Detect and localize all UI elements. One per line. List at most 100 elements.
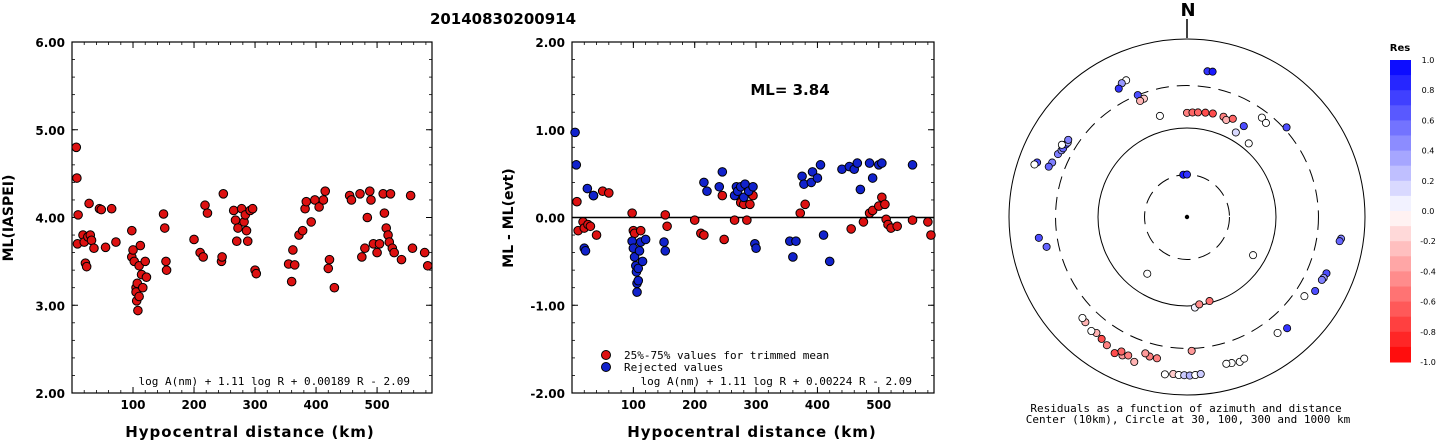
- legend-rejected-label: Rejected values: [624, 361, 723, 374]
- ml-iaspei-point: [230, 215, 241, 225]
- ml-iaspei-point: [247, 203, 258, 214]
- ml-iaspei-point: [422, 260, 433, 271]
- ml-iaspei-point: [141, 272, 152, 282]
- station-point: [1141, 349, 1150, 358]
- ml-iaspei-point: [385, 189, 396, 199]
- colorbar-tick-label: 0.6: [1422, 116, 1435, 125]
- ml-residual-point: [604, 188, 614, 198]
- ml-iaspei-ytick-label: 5.00: [35, 124, 65, 138]
- ml-iaspei-point: [396, 254, 407, 265]
- ml-residual-legend: 25%-75% values for trimmed mean Rejected…: [601, 349, 829, 374]
- colorbar-cell: [1390, 135, 1411, 152]
- ml-iaspei-point: [297, 225, 308, 236]
- station-point: [1317, 275, 1326, 284]
- ml-iaspei-point: [134, 291, 144, 302]
- ml-iaspei-point: [111, 237, 121, 247]
- azimuth-caption-line1: Center (10km), Circle at 30, 100, 300 an…: [1026, 413, 1351, 426]
- station-point: [1117, 347, 1126, 356]
- legend-trimmed-mean-label: 25%-75% values for trimmed mean: [624, 349, 829, 362]
- ml-residual-point: [807, 167, 818, 177]
- ml-iaspei-point: [301, 196, 312, 207]
- station-point: [1034, 233, 1043, 242]
- station-point: [1231, 128, 1240, 137]
- ml-residual-axes: -2.00 -1.00 0.00 1.00 2.00 100 200 300 400 500: [530, 36, 935, 412]
- colorbar-tick-label: 1.0: [1422, 56, 1435, 65]
- ml-residual-point: [634, 246, 645, 256]
- colorbar-tick-label: 0.4: [1422, 147, 1435, 156]
- station-point: [1257, 113, 1266, 122]
- ml-iaspei-ytick-label: 3.00: [35, 299, 65, 313]
- ml-residual-point: [717, 167, 728, 177]
- ml-residual-point: [571, 160, 582, 170]
- colorbar-tick-label: 0.0: [1422, 207, 1435, 216]
- ml-residual-point: [719, 234, 729, 245]
- ml-iaspei-point: [84, 198, 94, 209]
- ml-iaspei-point: [355, 189, 365, 199]
- station-point: [1228, 114, 1237, 123]
- colorbar-cell: [1390, 90, 1411, 106]
- ml-iaspei-point: [346, 195, 357, 205]
- ml-iaspei-point: [200, 200, 210, 211]
- ml-residual-point: [689, 215, 700, 225]
- station-point: [1273, 328, 1282, 337]
- station-point: [1064, 135, 1073, 144]
- colorbar-tick-label: 0.2: [1422, 177, 1435, 186]
- ml-iaspei-point: [374, 239, 385, 249]
- ml-iaspei-point: [366, 195, 376, 205]
- station-point: [1102, 341, 1111, 350]
- ml-residual-point: [662, 221, 672, 232]
- ml-iaspei-point: [372, 247, 382, 258]
- ml-iaspei-point: [364, 186, 375, 196]
- ml-residual-point: [699, 230, 709, 240]
- ml-iaspei-xtick-label: 300: [243, 398, 268, 412]
- ml-residual-xtick-label: 500: [866, 398, 891, 412]
- ml-residual-point: [633, 263, 644, 274]
- station-point: [1249, 251, 1258, 260]
- ml-iaspei-point: [217, 252, 227, 262]
- station-point: [1097, 334, 1106, 343]
- colorbar-cell: [1390, 241, 1411, 257]
- ml-iaspei-ytick-label: 6.00: [35, 36, 65, 50]
- colorbar-cells: [1390, 60, 1411, 363]
- ml-residual-point: [632, 287, 642, 297]
- colorbar-cell: [1390, 226, 1411, 242]
- station-point: [1205, 297, 1214, 306]
- ml-iaspei-xtick-label: 100: [120, 398, 145, 412]
- station-point: [1222, 115, 1231, 124]
- colorbar-tick-label: 0.8: [1422, 86, 1435, 95]
- station-point: [1044, 162, 1053, 171]
- ml-iaspei-point: [306, 217, 316, 227]
- ml-iaspei-xlabel: Hypocentral distance (km): [125, 423, 375, 441]
- ml-iaspei-point: [405, 190, 416, 201]
- ml-residual-point: [582, 183, 593, 194]
- ml-iaspei-point: [320, 186, 331, 196]
- ml-residual-point: [635, 225, 646, 236]
- ml-iaspei-ytick-label: 2.00: [35, 387, 65, 401]
- colorbar-cell: [1390, 120, 1411, 136]
- station-point: [1283, 324, 1292, 333]
- ml-iaspei-xtick-label: 200: [182, 398, 207, 412]
- ml-residual-point: [660, 246, 671, 256]
- ml-residual-point: [588, 190, 599, 201]
- station-point: [1239, 122, 1248, 131]
- residual-colorbar: Res 1.0 0.8 0.6 0.4 0.2 0.0 -0.2 -0.4 -0.6 -0.8 -1…: [1390, 43, 1436, 367]
- ml-iaspei-point: [286, 276, 297, 287]
- azimuth-residual-panel: N Center (10km), Circle at 30, 100, 300 …: [1008, 0, 1366, 426]
- ml-iaspei-panel: 2.00 3.00 4.00 5.00 6.00 100 200 300 400 500 log …: [1, 36, 433, 441]
- ml-iaspei-formula: log A(nm) + 1.11 log R + 0.00189 R - 2.0…: [138, 375, 410, 388]
- ml-iaspei-point: [159, 223, 170, 233]
- ml-residual-point: [797, 171, 807, 182]
- ml-iaspei-point: [242, 236, 253, 246]
- ml-residual-point: [800, 199, 810, 210]
- ml-iaspei-point: [323, 263, 334, 274]
- ml-iaspei-point: [202, 208, 213, 218]
- station-point: [1057, 140, 1066, 149]
- distance-ring: [1008, 38, 1366, 396]
- ml-residual-xlabel: Hypocentral distance (km): [627, 423, 877, 441]
- ml-residual-point: [892, 221, 902, 232]
- station-point: [1124, 351, 1133, 360]
- colorbar-cell: [1390, 105, 1411, 121]
- station-point: [1208, 67, 1217, 76]
- ml-residual-point: [729, 215, 740, 225]
